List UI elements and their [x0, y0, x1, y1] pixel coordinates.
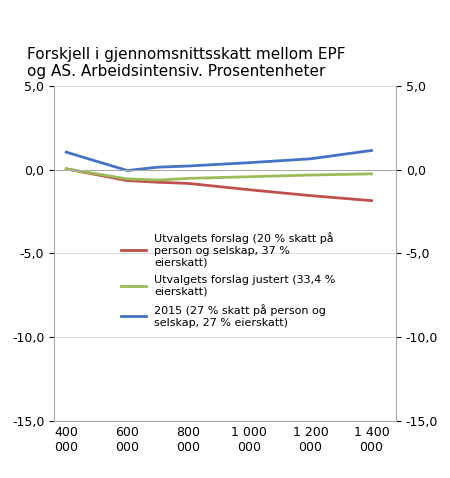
Text: Forskjell i gjennomsnittsskatt mellom EPF
og AS. Arbeidsintensiv. Prosentenheter: Forskjell i gjennomsnittsskatt mellom EP… — [27, 47, 345, 79]
Legend: Utvalgets forslag (20 % skatt på
person og selskap, 37 %
eierskatt), Utvalgets f: Utvalgets forslag (20 % skatt på person … — [121, 232, 336, 328]
